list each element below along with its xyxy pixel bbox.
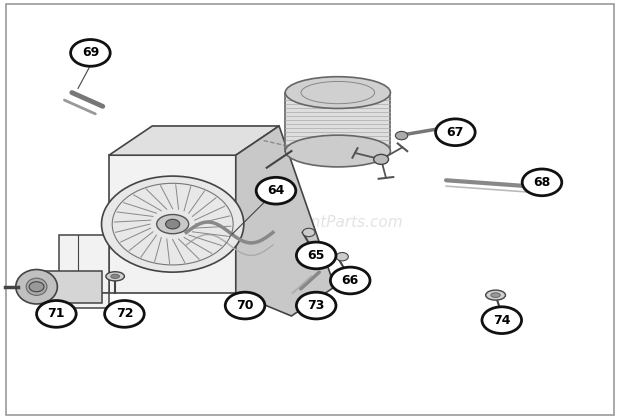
Circle shape [374, 154, 389, 164]
Circle shape [71, 39, 110, 66]
Polygon shape [109, 126, 279, 155]
Circle shape [256, 177, 296, 204]
Text: eReplacementParts.com: eReplacementParts.com [216, 215, 404, 230]
Text: 70: 70 [236, 299, 254, 312]
Text: 74: 74 [493, 314, 510, 327]
Text: 66: 66 [342, 274, 359, 287]
Ellipse shape [157, 215, 188, 234]
Ellipse shape [106, 272, 125, 281]
Circle shape [396, 132, 408, 140]
Text: 65: 65 [308, 249, 325, 262]
Text: 71: 71 [48, 308, 65, 321]
Text: 72: 72 [116, 308, 133, 321]
Circle shape [296, 292, 336, 319]
Ellipse shape [285, 77, 391, 109]
Circle shape [436, 119, 475, 146]
Polygon shape [37, 271, 102, 303]
Circle shape [303, 228, 315, 237]
Circle shape [225, 292, 265, 319]
Ellipse shape [26, 278, 47, 295]
Circle shape [482, 307, 521, 334]
Circle shape [105, 300, 144, 327]
Text: 64: 64 [267, 184, 285, 197]
Text: 69: 69 [82, 47, 99, 59]
Circle shape [336, 253, 348, 261]
Polygon shape [60, 235, 109, 293]
Polygon shape [109, 155, 236, 293]
Circle shape [29, 282, 44, 292]
Circle shape [296, 242, 336, 269]
Ellipse shape [102, 176, 244, 272]
Polygon shape [41, 293, 109, 308]
Polygon shape [236, 126, 335, 316]
Ellipse shape [16, 269, 58, 304]
Ellipse shape [491, 293, 500, 297]
Circle shape [166, 219, 180, 229]
Ellipse shape [111, 274, 120, 278]
Text: 67: 67 [446, 126, 464, 139]
Ellipse shape [285, 135, 391, 167]
Ellipse shape [485, 290, 505, 300]
Text: 68: 68 [533, 176, 551, 189]
Circle shape [37, 300, 76, 327]
Circle shape [522, 169, 562, 196]
Text: 73: 73 [308, 299, 325, 312]
Polygon shape [285, 93, 391, 151]
Circle shape [330, 267, 370, 294]
